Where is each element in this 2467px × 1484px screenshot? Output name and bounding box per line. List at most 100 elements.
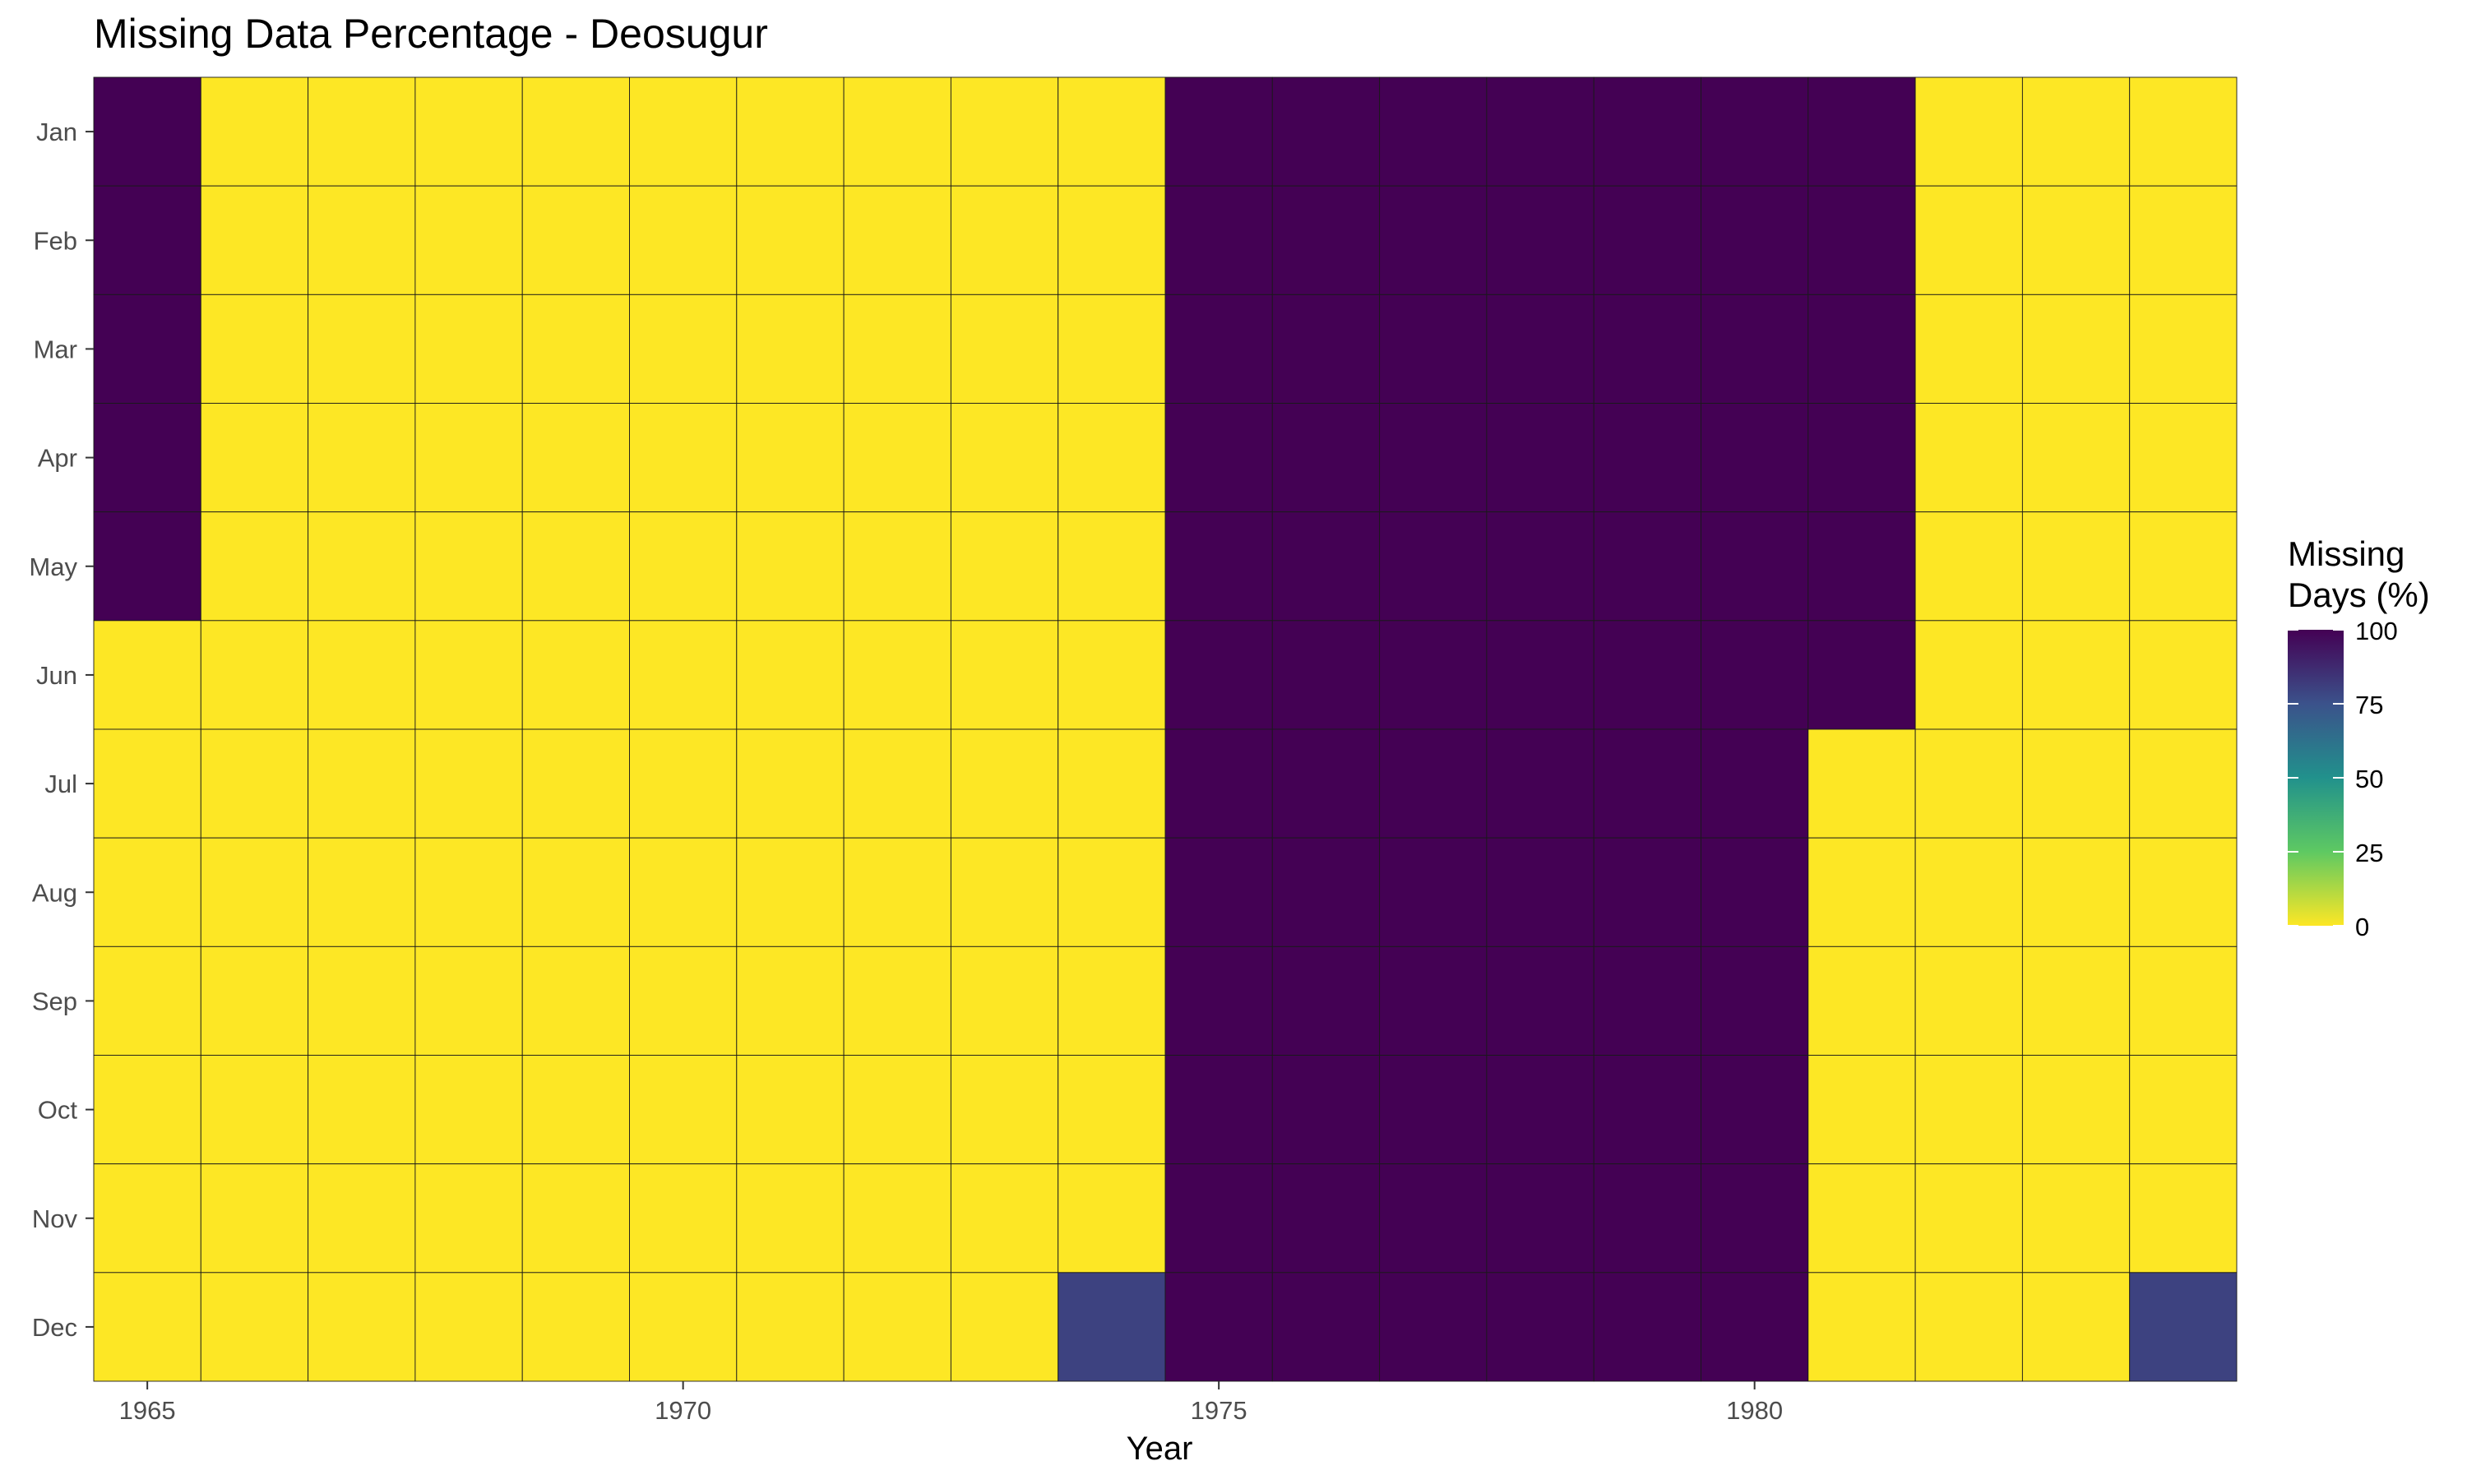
heatmap-cell-1975-dec <box>1164 1272 1273 1382</box>
heatmap-cell-1970-may <box>629 511 738 622</box>
heatmap-cell-1975-sep <box>1164 945 1273 1056</box>
heatmap-cell-1970-sep <box>629 945 738 1056</box>
heatmap-cell-1975-nov <box>1164 1163 1273 1274</box>
heatmap-cell-1972-jun <box>843 620 951 730</box>
heatmap-cell-1969-jun <box>521 620 630 730</box>
heatmap-cell-1981-oct <box>1807 1055 1916 1165</box>
heatmap-cell-1974-nov <box>1058 1163 1166 1274</box>
heatmap-cell-1984-jun <box>2129 620 2238 730</box>
heatmap-cell-1979-nov <box>1593 1163 1701 1274</box>
heatmap-cell-1978-jun <box>1486 620 1595 730</box>
heatmap-cell-1983-mar <box>2021 294 2131 404</box>
heatmap-cell-1980-nov <box>1701 1163 1809 1274</box>
heatmap-cell-1973-mar <box>950 294 1059 404</box>
y-tick-label-apr: Apr <box>38 444 77 473</box>
heatmap-cell-1978-may <box>1486 511 1595 622</box>
heatmap-cell-1967-oct <box>308 1055 416 1165</box>
heatmap-cell-1975-apr <box>1164 403 1273 513</box>
heatmap-cell-1975-may <box>1164 511 1273 622</box>
heatmap-cell-1981-may <box>1807 511 1916 622</box>
heatmap-cell-1978-nov <box>1486 1163 1595 1274</box>
heatmap-cell-1982-dec <box>1914 1272 2023 1382</box>
heatmap-cell-1977-jun <box>1379 620 1488 730</box>
heatmap-cell-1971-may <box>736 511 845 622</box>
y-tick-label-sep: Sep <box>32 987 77 1015</box>
heatmap-cell-1969-aug <box>521 837 630 947</box>
heatmap-cell-1973-may <box>950 511 1059 622</box>
heatmap-cell-1976-oct <box>1271 1055 1381 1165</box>
heatmap-cell-1968-jan <box>414 76 523 187</box>
heatmap-cell-1966-jul <box>200 728 309 839</box>
heatmap-cell-1977-may <box>1379 511 1488 622</box>
heatmap-cell-1980-jun <box>1701 620 1809 730</box>
heatmap-cell-1981-feb <box>1807 185 1916 295</box>
heatmap-cell-1969-nov <box>521 1163 630 1274</box>
heatmap-cell-1982-nov <box>1914 1163 2023 1274</box>
heatmap-cell-1975-feb <box>1164 185 1273 295</box>
heatmap-cell-1983-jan <box>2021 76 2131 187</box>
heatmap-cell-1972-mar <box>843 294 951 404</box>
y-tick-label-feb: Feb <box>34 226 77 255</box>
heatmap-cell-1966-jan <box>200 76 309 187</box>
heatmap-cell-1969-sep <box>521 945 630 1056</box>
heatmap-cell-1984-apr <box>2129 403 2238 513</box>
heatmap-cell-1971-sep <box>736 945 845 1056</box>
heatmap-cell-1984-mar <box>2129 294 2238 404</box>
heatmap-cell-1967-jun <box>308 620 416 730</box>
heatmap-cell-1974-sep <box>1058 945 1166 1056</box>
heatmap-cell-1972-apr <box>843 403 951 513</box>
heatmap-cell-1982-mar <box>1914 294 2023 404</box>
heatmap-cell-1977-feb <box>1379 185 1488 295</box>
heatmap-cell-1974-apr <box>1058 403 1166 513</box>
heatmap-cell-1979-dec <box>1593 1272 1701 1382</box>
heatmap-cell-1975-jul <box>1164 728 1273 839</box>
heatmap-cell-1971-jun <box>736 620 845 730</box>
heatmap-cell-1970-jun <box>629 620 738 730</box>
heatmap-cell-1980-may <box>1701 511 1809 622</box>
heatmap-cell-1981-jul <box>1807 728 1916 839</box>
heatmap-cell-1981-jan <box>1807 76 1916 187</box>
heatmap-cell-1979-jun <box>1593 620 1701 730</box>
heatmap-cell-1980-mar <box>1701 294 1809 404</box>
heatmap-cell-1983-may <box>2021 511 2131 622</box>
heatmap-cell-1969-mar <box>521 294 630 404</box>
heatmap-cell-1965-apr <box>93 403 201 513</box>
y-tick-label-mar: Mar <box>34 335 77 363</box>
x-tick-label-1980: 1980 <box>1726 1396 1783 1425</box>
heatmap-cell-1974-may <box>1058 511 1166 622</box>
heatmap-cell-1972-oct <box>843 1055 951 1165</box>
legend-tick-label-50: 50 <box>2355 765 2383 793</box>
heatmap-cell-1984-jan <box>2129 76 2238 187</box>
y-tick-label-jan: Jan <box>36 118 77 146</box>
heatmap-cell-1966-sep <box>200 945 309 1056</box>
heatmap-cell-1980-jul <box>1701 728 1809 839</box>
heatmap-cell-1971-nov <box>736 1163 845 1274</box>
heatmap-cell-1982-may <box>1914 511 2023 622</box>
heatmap-cell-1984-sep <box>2129 945 2238 1056</box>
x-tick-label-1970: 1970 <box>655 1396 711 1425</box>
heatmap-cell-1970-dec <box>629 1272 738 1382</box>
heatmap-cell-1980-feb <box>1701 185 1809 295</box>
y-tick-label-jun: Jun <box>36 661 77 690</box>
heatmap-cell-1967-jan <box>308 76 416 187</box>
heatmap-cell-1967-jul <box>308 728 416 839</box>
heatmap-cell-1983-oct <box>2021 1055 2131 1165</box>
heatmap-cell-1972-dec <box>843 1272 951 1382</box>
heatmap-cell-1965-mar <box>93 294 201 404</box>
heatmap-cell-1966-feb <box>200 185 309 295</box>
heatmap-cell-1965-nov <box>93 1163 201 1274</box>
heatmap-cell-1973-feb <box>950 185 1059 295</box>
heatmap-cell-1981-jun <box>1807 620 1916 730</box>
heatmap-cell-1979-oct <box>1593 1055 1701 1165</box>
heatmap-cell-1976-jul <box>1271 728 1381 839</box>
heatmap-cell-1981-apr <box>1807 403 1916 513</box>
heatmap-cell-1968-jul <box>414 728 523 839</box>
heatmap-cell-1980-oct <box>1701 1055 1809 1165</box>
heatmap-cell-1968-jun <box>414 620 523 730</box>
heatmap-cell-1976-nov <box>1271 1163 1381 1274</box>
heatmap-cell-1973-apr <box>950 403 1059 513</box>
heatmap-cell-1983-apr <box>2021 403 2131 513</box>
x-tick-label-1965: 1965 <box>119 1396 176 1425</box>
heatmap-cell-1981-dec <box>1807 1272 1916 1382</box>
heatmap-cell-1967-may <box>308 511 416 622</box>
